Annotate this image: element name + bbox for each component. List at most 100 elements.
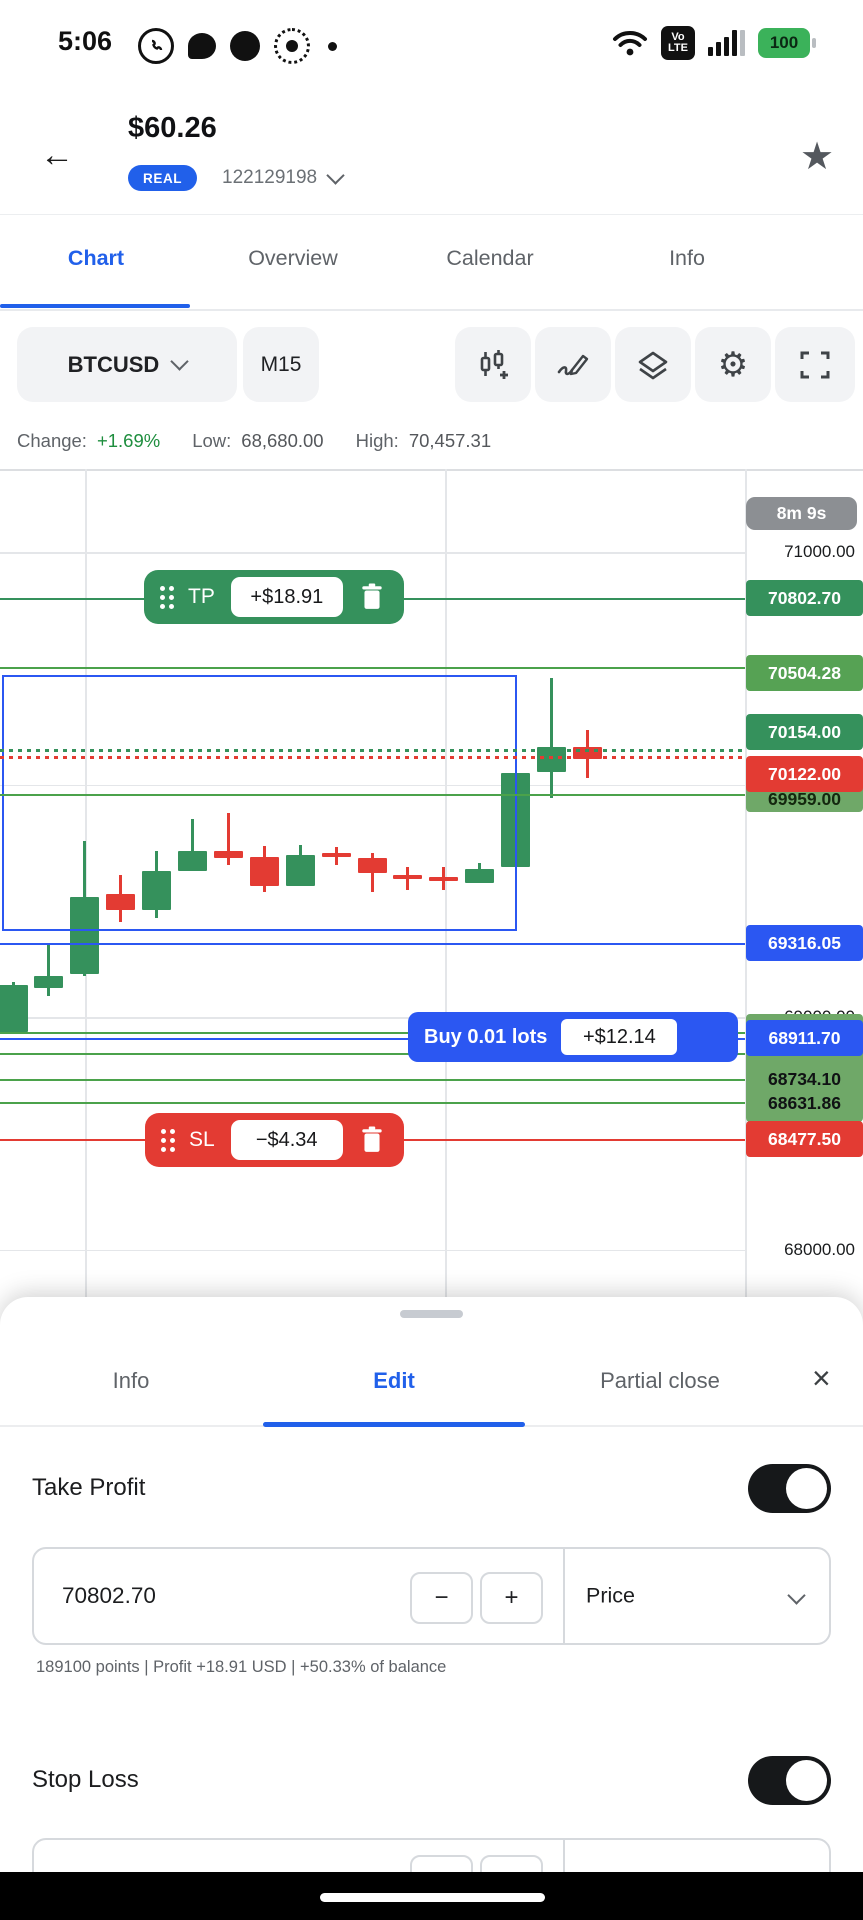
candle-body [393,874,423,879]
page-title-price: $60.26 [128,112,217,144]
settings-button[interactable]: ⚙ [695,327,771,402]
v-gridline [445,469,447,1297]
sheet-tab-edit[interactable]: Edit [373,1368,415,1393]
input-divider [563,1549,565,1643]
drag-handle-icon[interactable] [161,1128,175,1152]
sheet-active-tab-underline [263,1422,525,1427]
fullscreen-icon [800,351,830,378]
tp-pill-value: +$18.91 [230,577,343,617]
axis-price-label: 71000.00 [784,542,855,561]
tab-chart[interactable]: Chart [67,246,125,270]
increment-button[interactable]: + [480,1572,543,1624]
tab-overview[interactable]: Overview [248,246,338,270]
draw-pencil-icon [557,354,589,375]
rectangle-drawing [2,674,517,931]
position-label: Buy 0.01 lots [424,1025,548,1048]
low-label: Low: [192,430,232,451]
draw-button[interactable] [535,327,611,402]
account-id: 122129198 [222,167,318,188]
tab-calendar[interactable]: Calendar [446,246,534,270]
wifi-icon [613,31,647,56]
candle-body [213,850,243,858]
candle-wick [47,943,51,997]
stop-loss-chart-pill[interactable]: SL −$4.34 [145,1113,404,1167]
status-notification-icons [138,28,337,64]
candle-body [321,852,351,858]
tab-info[interactable]: Info [669,246,705,270]
sheet-drag-handle[interactable] [400,1310,463,1318]
candle-wick [226,813,230,865]
open-position-line [0,1038,745,1040]
chevron-down-icon [170,352,190,371]
price-axis-badge: 68477.50 [746,1121,863,1157]
trash-icon[interactable] [359,1126,385,1154]
take-profit-chart-pill[interactable]: TP +$18.91 [144,570,404,624]
low-value: 68,680.00 [241,430,324,451]
take-profit-helper-text: 189100 points | Profit +18.91 USD | +50.… [36,1658,447,1676]
candle-body [285,854,315,886]
whatsapp-icon [138,28,174,64]
main-tab-bar [0,214,863,311]
account-selector[interactable]: 122129198 [222,166,345,189]
stop-loss-label: Stop Loss [32,1766,139,1793]
dot-icon [328,41,337,51]
axis-price-label: 68000.00 [784,1239,855,1259]
status-time: 5:06 [58,26,113,56]
level-line [0,1102,745,1104]
back-button[interactable]: ← [40,136,74,174]
drag-handle-icon[interactable] [160,585,174,609]
gear-icon: ⚙ [717,345,749,384]
take-profit-label: Take Profit [32,1474,146,1501]
favorite-star-button[interactable]: ★ [800,136,835,178]
price-axis-badge: 70504.28 [746,655,863,691]
close-icon[interactable]: × [812,1360,831,1396]
ask-line [0,749,745,752]
chat-bubble-icon [188,33,216,59]
home-indicator[interactable] [320,1893,545,1902]
take-profit-value-input[interactable]: 70802.70 [62,1583,156,1608]
stop-loss-toggle[interactable] [748,1756,831,1805]
signal-bars-icon [708,30,745,56]
sheet-tab-info[interactable]: Info [112,1368,150,1393]
h-gridline [0,1017,745,1019]
sl-pill-label: SL [189,1128,215,1151]
level-line [0,1053,745,1055]
symbol-selector[interactable]: BTCUSD [17,327,237,402]
symbol-label: BTCUSD [67,351,160,377]
price-axis-badge: 68911.70 [746,1020,863,1056]
change-value: +1.69% [96,430,161,451]
price-axis-badge: 68631.86 [768,1092,841,1113]
h-gridline [0,552,745,554]
bid-line [0,756,745,759]
sheet-tab-partial-close[interactable]: Partial close [600,1368,720,1393]
candle-body [357,857,387,874]
trash-icon[interactable] [359,583,385,611]
position-profit-value: +$12.14 [561,1019,678,1055]
volte-icon: Vo LTE [661,26,695,60]
candle-body [34,976,64,988]
level-line [0,1032,745,1034]
layers-icon [638,351,668,379]
price-axis-badge: 70802.70 [746,580,863,616]
candle-body [429,877,459,882]
fullscreen-button[interactable] [775,327,855,402]
take-profit-input-group: 70802.70 − + Price [32,1547,831,1645]
take-profit-toggle[interactable] [748,1464,831,1513]
high-value: 70,457.31 [408,430,492,451]
candle-body [70,897,100,974]
chart-stats-row: Change: +1.69% Low: 68,680.00 High: 70,4… [17,430,491,452]
tp-pill-label: TP [188,585,215,608]
timeframe-button[interactable]: M15 [243,327,319,402]
candle-wick [191,818,194,871]
price-axis-badge: 69316.05 [746,925,863,961]
open-position-pill[interactable]: Buy 0.01 lots +$12.14 [408,1012,738,1062]
candle-timer-badge: 8m 9s [746,497,857,530]
mode-select[interactable]: Price [586,1583,635,1608]
indicators-button[interactable] [455,327,531,402]
price-axis-badge: 68734.10 [768,1068,841,1089]
layers-button[interactable] [615,327,691,402]
price-axis-badge: 70122.00 [746,756,863,792]
decrement-button[interactable]: − [410,1572,473,1624]
battery-icon: 100 [758,28,816,58]
